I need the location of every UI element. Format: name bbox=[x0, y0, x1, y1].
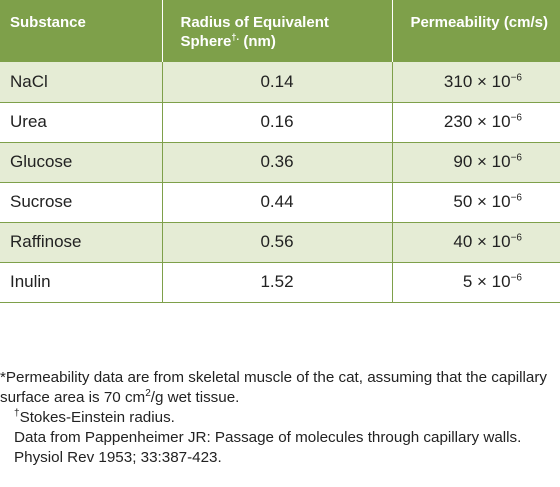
header-radius-line1: Radius of Equivalent bbox=[180, 14, 329, 31]
perm-times-ten: × 10 bbox=[472, 71, 511, 91]
perm-exponent: −6 bbox=[510, 272, 522, 284]
perm-coefficient: 5 bbox=[462, 272, 473, 291]
perm-exponent: −6 bbox=[510, 72, 522, 84]
footnote-permeability-text-a: *Permeability data are from skeletal mus… bbox=[0, 369, 548, 406]
cell-radius: 0.36 bbox=[161, 142, 392, 183]
footnote-stokes-mark: † bbox=[14, 407, 20, 419]
cell-permeability: 40 × 10−6 bbox=[391, 222, 560, 263]
cell-radius: 0.16 bbox=[161, 102, 392, 143]
cell-permeability: 50 × 10−6 bbox=[391, 182, 560, 223]
cell-permeability: 310 × 10−6 bbox=[391, 62, 560, 103]
header-radius-dot: . bbox=[236, 32, 240, 43]
table-row: Inulin 1.52 5 × 10−6 bbox=[0, 262, 560, 303]
cell-substance: NaCl bbox=[0, 62, 162, 103]
cell-radius: 0.44 bbox=[161, 182, 392, 223]
table-body: NaCl 0.14 310 × 10−6 Urea 0.16 230 × 10−6 Gluc… bbox=[0, 62, 560, 303]
perm-exponent: −6 bbox=[510, 112, 522, 124]
perm-coefficient: 230 bbox=[443, 112, 473, 131]
header-radius-line2: Sphere bbox=[180, 33, 232, 50]
header-permeability-label: Permeability (cm/s) bbox=[410, 14, 548, 31]
cell-substance: Glucose bbox=[0, 142, 162, 183]
header-radius-unit: (nm) bbox=[239, 33, 276, 50]
table-row: Glucose 0.36 90 × 10−6 bbox=[0, 142, 560, 183]
cell-radius: 0.56 bbox=[161, 222, 392, 263]
header-row: Substance Radius of Equivalent Sphere†. (… bbox=[0, 0, 560, 62]
cell-substance: Urea bbox=[0, 102, 162, 143]
perm-coefficient: 40 bbox=[453, 232, 473, 251]
header-permeability: Permeability (cm/s) bbox=[391, 0, 560, 62]
table-row: Raffinose 0.56 40 × 10−6 bbox=[0, 222, 560, 263]
perm-times-ten: × 10 bbox=[472, 232, 511, 251]
perm-coefficient: 90 bbox=[453, 152, 473, 171]
perm-times-ten: × 10 bbox=[472, 152, 511, 171]
perm-times-ten: × 10 bbox=[472, 272, 511, 291]
perm-times-ten: × 10 bbox=[472, 192, 511, 211]
cell-substance: Raffinose bbox=[0, 222, 162, 263]
footnote-permeability: *Permeability data are from skeletal mus… bbox=[0, 368, 556, 408]
cell-substance: Sucrose bbox=[0, 182, 162, 223]
cell-substance: Inulin bbox=[0, 262, 162, 303]
perm-exponent: −6 bbox=[510, 192, 522, 204]
perm-coefficient: 50 bbox=[453, 192, 473, 211]
footnotes: *Permeability data are from skeletal mus… bbox=[0, 368, 556, 468]
header-substance-label: Substance bbox=[10, 14, 86, 31]
header-radius: Radius of Equivalent Sphere†. (nm) bbox=[161, 0, 392, 62]
footnote-permeability-sup: 2 bbox=[145, 387, 151, 399]
permeability-table: Substance Radius of Equivalent Sphere†. (… bbox=[0, 0, 560, 303]
cell-radius: 1.52 bbox=[161, 262, 392, 303]
table-row: Sucrose 0.44 50 × 10−6 bbox=[0, 182, 560, 223]
perm-exponent: −6 bbox=[510, 232, 522, 244]
footnote-source: Data from Pappenheimer JR: Passage of mo… bbox=[0, 428, 556, 468]
table-header: Substance Radius of Equivalent Sphere†. (… bbox=[0, 0, 560, 62]
table-row: Urea 0.16 230 × 10−6 bbox=[0, 102, 560, 143]
footnote-stokes: †Stokes-Einstein radius. bbox=[0, 408, 556, 428]
cell-permeability: 5 × 10−6 bbox=[391, 262, 560, 303]
footnote-permeability-text-b: /g wet tissue. bbox=[150, 389, 240, 406]
cell-permeability: 90 × 10−6 bbox=[391, 142, 560, 183]
footnote-stokes-text: Stokes-Einstein radius. bbox=[19, 409, 175, 426]
perm-coefficient: 310 bbox=[443, 71, 473, 91]
perm-exponent: −6 bbox=[510, 152, 522, 164]
table-row: NaCl 0.14 310 × 10−6 bbox=[0, 62, 560, 103]
header-substance: Substance bbox=[0, 0, 162, 62]
header-radius-dagger: † bbox=[231, 32, 237, 42]
cell-permeability: 230 × 10−6 bbox=[391, 102, 560, 143]
footnote-source-text: Data from Pappenheimer JR: Passage of mo… bbox=[14, 429, 522, 466]
perm-times-ten: × 10 bbox=[472, 112, 511, 131]
cell-radius: 0.14 bbox=[161, 62, 392, 103]
